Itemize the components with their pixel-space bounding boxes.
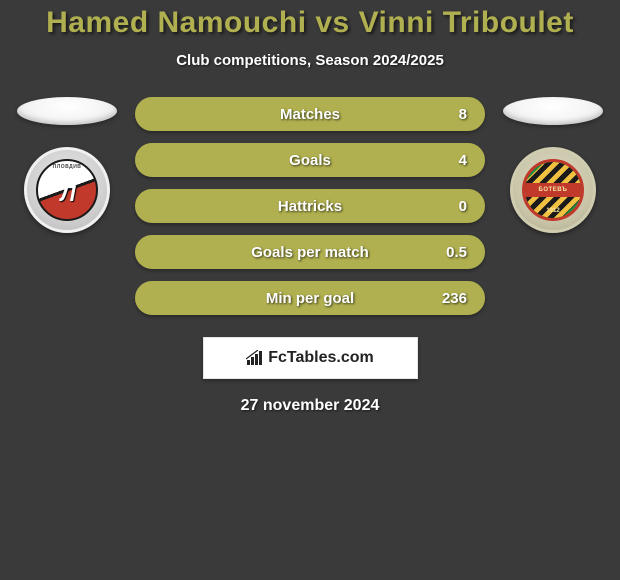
right-player-column: БОТЕВЪ 1912 <box>503 97 603 233</box>
footer-brand-box[interactable]: FcTables.com <box>203 337 418 379</box>
club-badge-left-top-text: ПЛОВДИВ <box>53 164 82 170</box>
stat-bar: Goals per match 0.5 <box>135 235 485 269</box>
stat-value-right: 4 <box>427 152 467 169</box>
club-badge-left-letter: Л <box>60 181 75 207</box>
bar-chart-icon <box>246 350 264 366</box>
stat-value-right: 0.5 <box>427 244 467 261</box>
stat-label: Matches <box>280 106 340 123</box>
stat-label: Min per goal <box>266 290 354 307</box>
stat-value-right: 236 <box>427 290 467 307</box>
player-photo-placeholder-left <box>17 97 117 125</box>
club-badge-right-band: БОТЕВЪ <box>525 183 581 197</box>
club-badge-left: ПЛОВДИВ Л <box>24 147 110 233</box>
club-badge-right-year: 1912 <box>546 208 559 214</box>
left-player-column: ПЛОВДИВ Л <box>17 97 117 233</box>
subtitle: Club competitions, Season 2024/2025 <box>0 52 620 69</box>
stat-bar: Hattricks 0 <box>135 189 485 223</box>
page-title: Hamed Namouchi vs Vinni Triboulet <box>0 6 620 40</box>
stat-bar: Matches 8 <box>135 97 485 131</box>
stat-value-right: 8 <box>427 106 467 123</box>
stat-bar: Min per goal 236 <box>135 281 485 315</box>
player-photo-placeholder-right <box>503 97 603 125</box>
footer-brand-text: FcTables.com <box>268 349 374 367</box>
club-badge-left-inner: ПЛОВДИВ Л <box>36 159 98 221</box>
stat-value-right: 0 <box>427 198 467 215</box>
stat-bar: Goals 4 <box>135 143 485 177</box>
footer-logo: FcTables.com <box>246 349 374 367</box>
club-badge-right-inner: БОТЕВЪ 1912 <box>522 159 584 221</box>
stat-label: Goals <box>289 152 331 169</box>
date-line: 27 november 2024 <box>0 397 620 415</box>
stat-label: Goals per match <box>251 244 369 261</box>
stats-column: Matches 8 Goals 4 Hattricks 0 Goals per match 0… <box>135 97 485 315</box>
club-badge-right: БОТЕВЪ 1912 <box>510 147 596 233</box>
stat-label: Hattricks <box>278 198 342 215</box>
comparison-card: Hamed Namouchi vs Vinni Triboulet Club c… <box>0 0 620 580</box>
main-area: ПЛОВДИВ Л Matches 8 Goals 4 Hattricks 0 Goals … <box>0 97 620 315</box>
